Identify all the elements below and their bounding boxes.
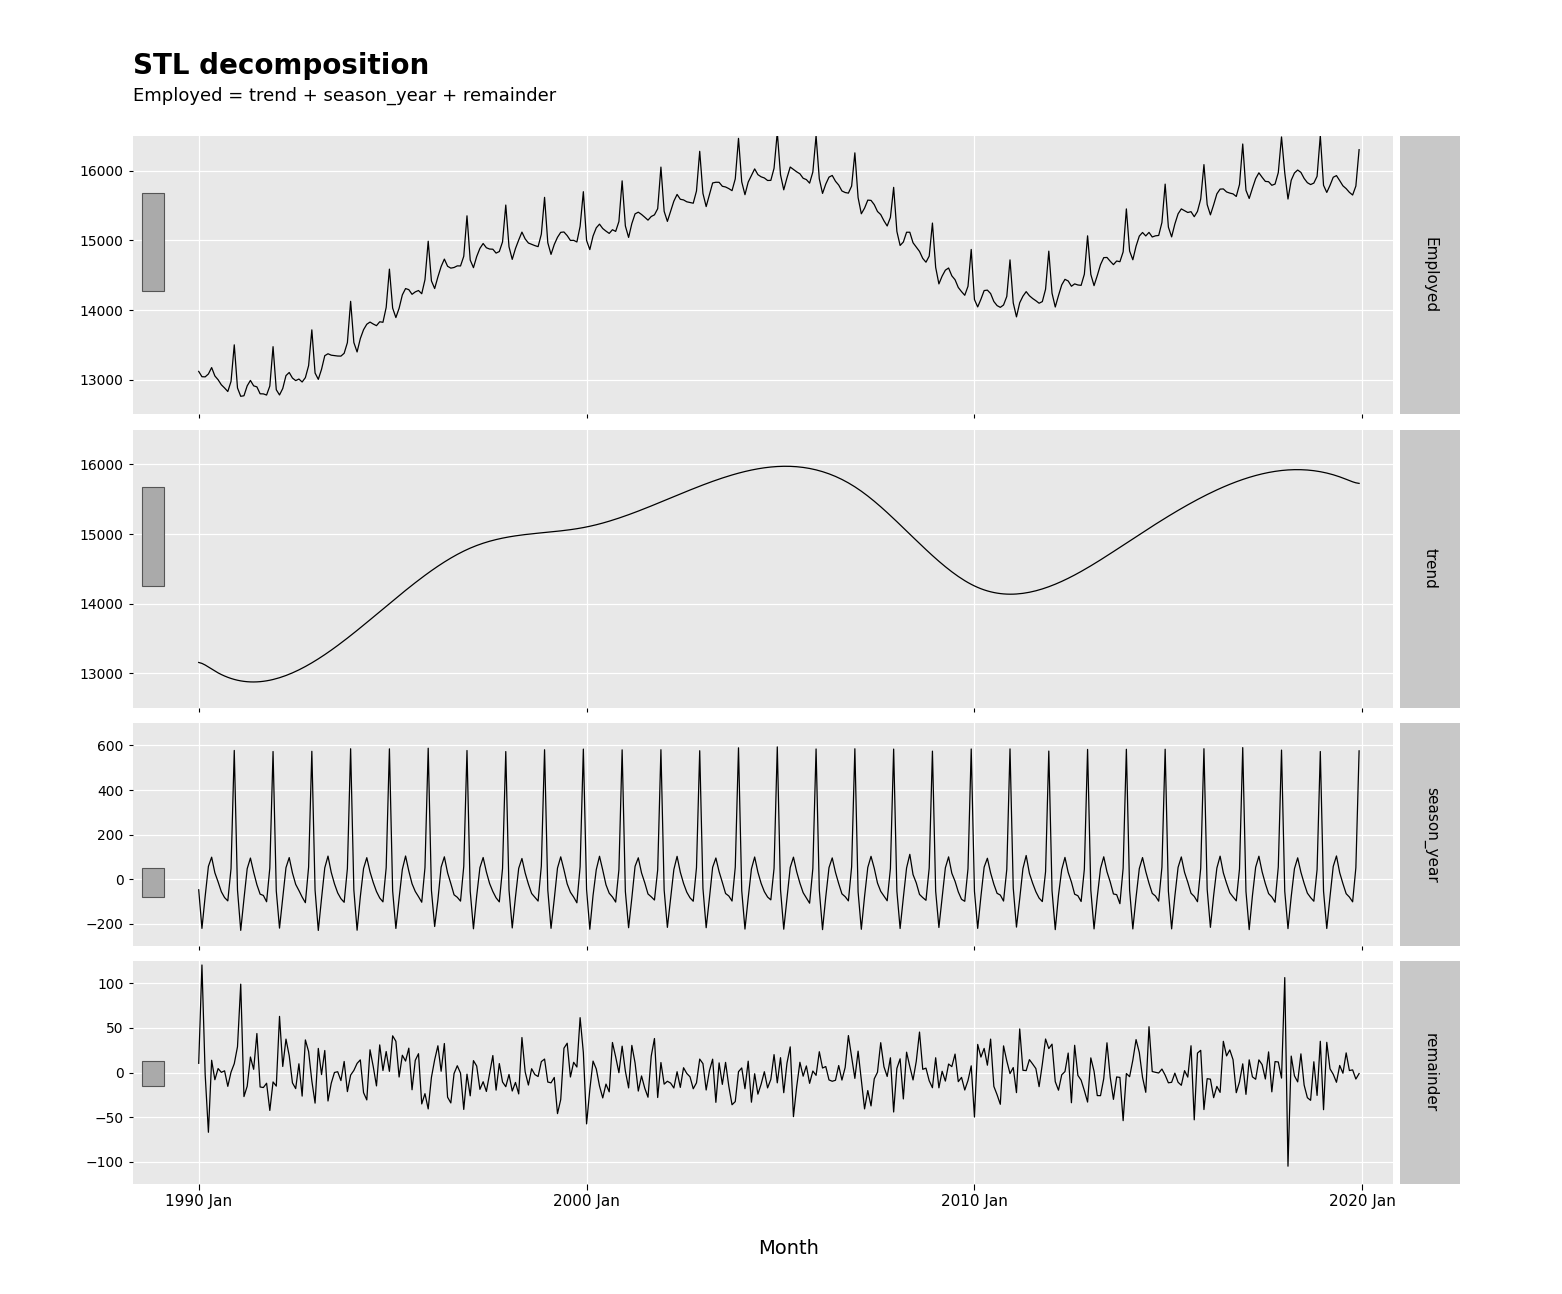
Text: Employed = trend + season_year + remainder: Employed = trend + season_year + remaind… [133, 87, 556, 105]
Bar [142, 193, 164, 291]
Bar [142, 1061, 164, 1086]
Text: remainder: remainder [1423, 1033, 1437, 1112]
Text: Employed: Employed [1423, 237, 1437, 313]
Bar [142, 868, 164, 897]
Text: season_year: season_year [1423, 787, 1437, 883]
Text: Month: Month [759, 1238, 818, 1258]
Text: STL decomposition: STL decomposition [133, 52, 430, 80]
Text: trend: trend [1423, 549, 1437, 589]
Bar [142, 487, 164, 586]
